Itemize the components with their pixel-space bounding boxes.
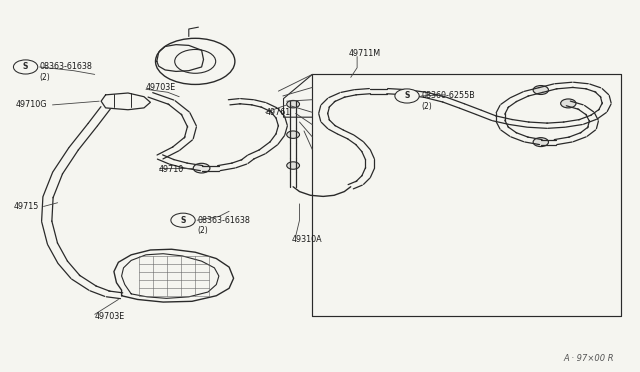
Circle shape — [13, 60, 38, 74]
Text: 49703E: 49703E — [95, 312, 125, 321]
Circle shape — [533, 138, 548, 147]
Circle shape — [193, 163, 210, 173]
Text: 49715: 49715 — [14, 202, 40, 211]
Text: 49710: 49710 — [159, 165, 184, 174]
Circle shape — [533, 86, 548, 94]
Circle shape — [287, 162, 300, 169]
Text: S: S — [404, 92, 410, 100]
Circle shape — [395, 89, 419, 103]
Text: (2): (2) — [40, 73, 51, 82]
Text: 08363-61638: 08363-61638 — [40, 62, 93, 71]
Text: 49703E: 49703E — [146, 83, 176, 92]
Circle shape — [287, 131, 300, 138]
Circle shape — [171, 213, 195, 227]
Text: S: S — [180, 216, 186, 225]
Text: 49310A: 49310A — [291, 235, 322, 244]
Text: S: S — [23, 62, 28, 71]
Circle shape — [561, 99, 576, 108]
Text: A · 97×00 R: A · 97×00 R — [564, 354, 614, 363]
Text: (2): (2) — [421, 102, 432, 111]
Text: 08360-6255B: 08360-6255B — [421, 92, 475, 100]
Text: 49761: 49761 — [266, 108, 291, 117]
Text: 08363-61638: 08363-61638 — [197, 216, 250, 225]
Circle shape — [287, 100, 300, 108]
Text: (2): (2) — [197, 226, 208, 235]
Text: 49710G: 49710G — [16, 100, 47, 109]
Text: 49711M: 49711M — [349, 49, 381, 58]
